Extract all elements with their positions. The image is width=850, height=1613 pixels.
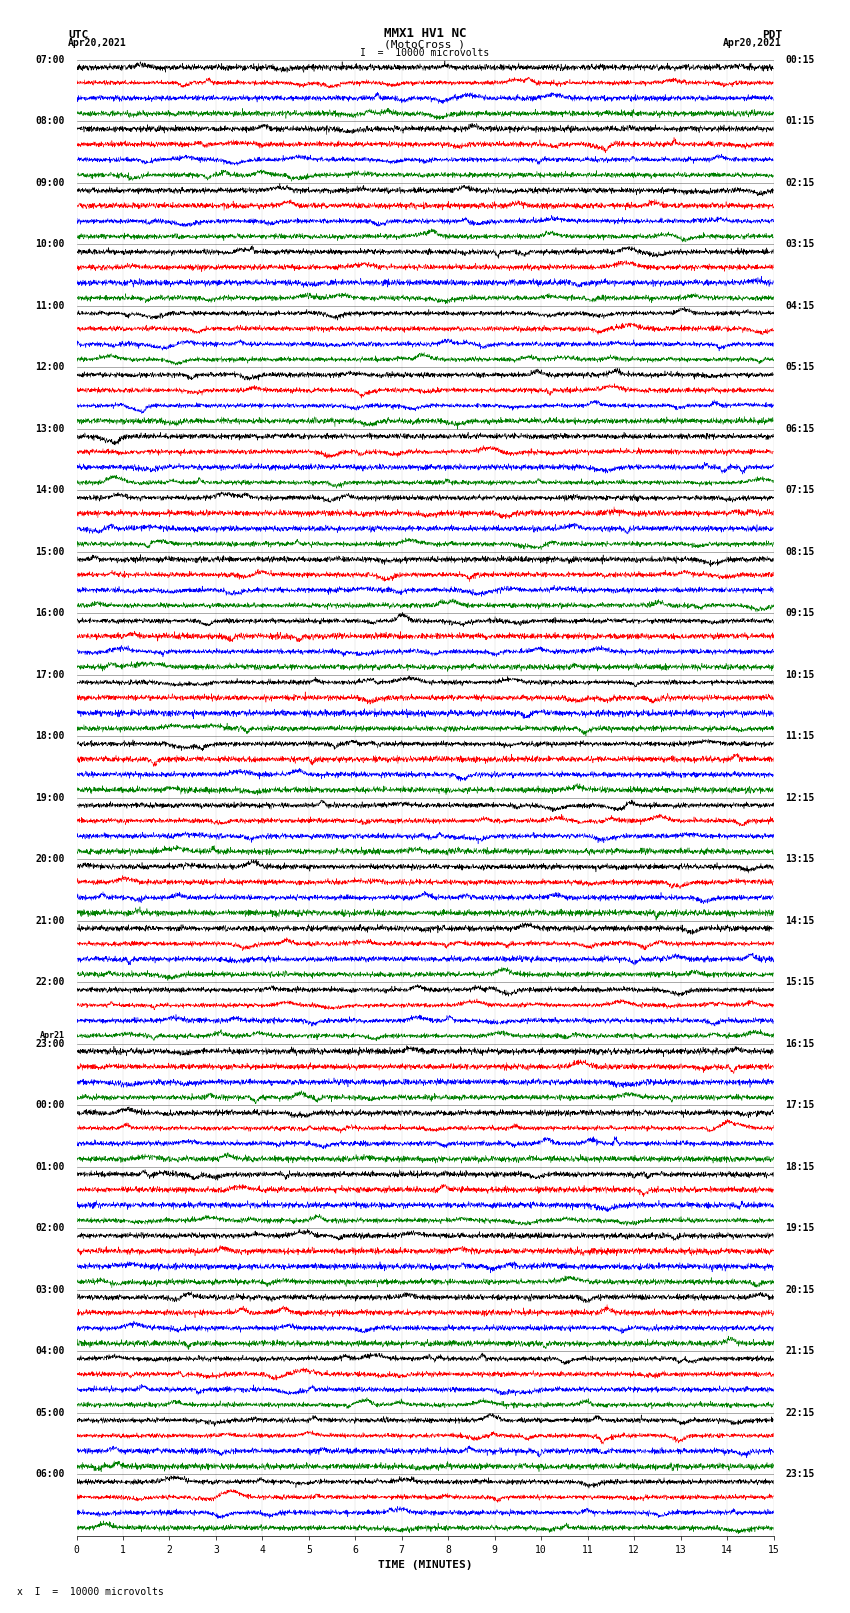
- Text: Apr20,2021: Apr20,2021: [68, 39, 127, 48]
- Text: 11:00: 11:00: [36, 300, 65, 311]
- Text: 02:00: 02:00: [36, 1223, 65, 1232]
- Text: 03:15: 03:15: [785, 239, 814, 248]
- Text: 09:00: 09:00: [36, 177, 65, 187]
- Text: 14:00: 14:00: [36, 486, 65, 495]
- Text: 15:15: 15:15: [785, 977, 814, 987]
- Text: 01:00: 01:00: [36, 1161, 65, 1171]
- Text: 12:15: 12:15: [785, 792, 814, 803]
- Text: Apr21: Apr21: [40, 1031, 65, 1040]
- Text: MMX1 HV1 NC: MMX1 HV1 NC: [383, 26, 467, 39]
- Text: PDT: PDT: [762, 29, 782, 39]
- Text: 12:00: 12:00: [36, 363, 65, 373]
- Text: 04:00: 04:00: [36, 1347, 65, 1357]
- Text: 08:15: 08:15: [785, 547, 814, 556]
- Text: 06:00: 06:00: [36, 1469, 65, 1479]
- Text: 21:15: 21:15: [785, 1347, 814, 1357]
- X-axis label: TIME (MINUTES): TIME (MINUTES): [377, 1560, 473, 1569]
- Text: 17:00: 17:00: [36, 669, 65, 679]
- Text: 03:00: 03:00: [36, 1284, 65, 1295]
- Text: 05:00: 05:00: [36, 1408, 65, 1418]
- Text: 07:15: 07:15: [785, 486, 814, 495]
- Text: 16:00: 16:00: [36, 608, 65, 618]
- Text: 07:00: 07:00: [36, 55, 65, 65]
- Text: 08:00: 08:00: [36, 116, 65, 126]
- Text: 04:15: 04:15: [785, 300, 814, 311]
- Text: 00:15: 00:15: [785, 55, 814, 65]
- Text: 16:15: 16:15: [785, 1039, 814, 1048]
- Text: 02:15: 02:15: [785, 177, 814, 187]
- Text: 23:15: 23:15: [785, 1469, 814, 1479]
- Text: 20:15: 20:15: [785, 1284, 814, 1295]
- Text: 19:15: 19:15: [785, 1223, 814, 1232]
- Text: 21:00: 21:00: [36, 916, 65, 926]
- Text: 20:00: 20:00: [36, 855, 65, 865]
- Text: 10:00: 10:00: [36, 239, 65, 248]
- Text: 13:15: 13:15: [785, 855, 814, 865]
- Text: I  =  10000 microvolts: I = 10000 microvolts: [360, 48, 490, 58]
- Text: 01:15: 01:15: [785, 116, 814, 126]
- Text: 09:15: 09:15: [785, 608, 814, 618]
- Text: x  I  =  10000 microvolts: x I = 10000 microvolts: [17, 1587, 164, 1597]
- Text: 14:15: 14:15: [785, 916, 814, 926]
- Text: 05:15: 05:15: [785, 363, 814, 373]
- Text: 15:00: 15:00: [36, 547, 65, 556]
- Text: 11:15: 11:15: [785, 731, 814, 740]
- Text: 13:00: 13:00: [36, 424, 65, 434]
- Text: UTC: UTC: [68, 29, 88, 39]
- Text: 22:15: 22:15: [785, 1408, 814, 1418]
- Text: 19:00: 19:00: [36, 792, 65, 803]
- Text: 18:15: 18:15: [785, 1161, 814, 1171]
- Text: 23:00: 23:00: [36, 1039, 65, 1048]
- Text: (MotoCross ): (MotoCross ): [384, 39, 466, 50]
- Text: 18:00: 18:00: [36, 731, 65, 740]
- Text: 06:15: 06:15: [785, 424, 814, 434]
- Text: Apr20,2021: Apr20,2021: [723, 39, 782, 48]
- Text: 10:15: 10:15: [785, 669, 814, 679]
- Text: 00:00: 00:00: [36, 1100, 65, 1110]
- Text: 17:15: 17:15: [785, 1100, 814, 1110]
- Text: 22:00: 22:00: [36, 977, 65, 987]
